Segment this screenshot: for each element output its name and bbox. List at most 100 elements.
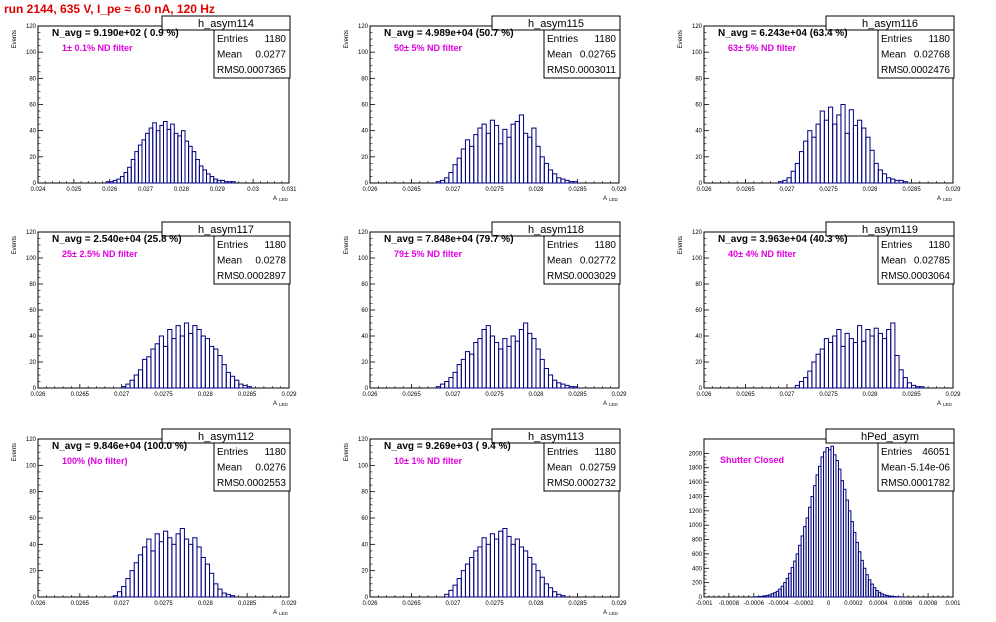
stats-value-rms: 0.0007365 [239, 65, 287, 76]
stats-label-entries: Entries [217, 34, 248, 45]
histogram-bin [213, 583, 219, 598]
histogram-bin [452, 164, 458, 184]
histogram-bin [898, 369, 904, 389]
histogram-bin [902, 377, 908, 389]
histogram-bin [195, 158, 200, 184]
histogram-bin [173, 132, 179, 184]
histogram-bin [464, 139, 471, 184]
histogram-bin [518, 546, 525, 598]
histogram-bin [539, 576, 545, 598]
x-tick-label: 0.026 [696, 187, 712, 193]
histogram-bin [200, 335, 206, 389]
stats-value-rms: 0.0002476 [903, 65, 951, 76]
stats-label-mean: Mean [217, 256, 242, 267]
histogram-bin [527, 136, 533, 184]
histogram-bin [206, 173, 211, 184]
x-tick-label: 0.0265 [402, 187, 421, 193]
y-tick-label: 80 [29, 490, 36, 496]
histogram-bin [179, 528, 185, 598]
histogram-bin [543, 368, 549, 389]
histogram-bin [890, 178, 896, 184]
histogram-bin [906, 382, 912, 389]
x-tick-label: 0.0002 [844, 601, 863, 607]
y-tick-label: 20 [695, 155, 702, 161]
x-tick-label: 0.001 [945, 601, 961, 607]
histogram-bin [919, 386, 925, 389]
stats-label-entries: Entries [547, 240, 578, 251]
histogram-bin [119, 175, 125, 184]
x-tick-label: 0.0265 [402, 392, 421, 398]
histogram-bin [502, 128, 508, 184]
histogram-bin [489, 335, 496, 389]
stats-value-mean: 0.02759 [580, 463, 617, 474]
x-tick-label: 0.029 [611, 392, 627, 398]
histogram-bin [213, 178, 218, 184]
stats-label-rms: RMS [547, 478, 570, 489]
histogram-bin [142, 546, 148, 598]
filter-note: 100% (No filter) [62, 456, 128, 466]
histogram-bin [886, 329, 892, 389]
navg-label: N_avg = 9.846e+04 (100.0 %) [52, 441, 187, 452]
y-tick-label: 200 [692, 581, 703, 587]
y-tick-label: 100 [358, 256, 369, 262]
stats-box [877, 235, 955, 285]
stats-box [213, 442, 291, 492]
histogram-bin [129, 570, 135, 598]
histogram-bin [543, 162, 549, 184]
y-axis-label: Events [678, 30, 684, 48]
histogram-bin [568, 181, 574, 184]
histogram-bin [869, 149, 875, 184]
histogram-bin [502, 338, 508, 389]
y-tick-label: 100 [692, 50, 703, 56]
y-tick-label: 40 [361, 334, 368, 340]
histogram-bin [129, 379, 135, 389]
histogram-bin [137, 554, 144, 598]
x-tick-label: 0.0285 [568, 392, 587, 398]
histogram-bin [531, 338, 537, 389]
y-tick-label: 120 [692, 24, 703, 30]
histogram-bin [209, 345, 215, 389]
filter-note: 79± 5% ND filter [394, 249, 462, 259]
histogram-bin [452, 371, 458, 389]
y-tick-label: 60 [29, 103, 36, 109]
y-axis-label: Events [12, 236, 18, 254]
x-tick-label: 0.0265 [736, 187, 755, 193]
histogram-bin [177, 135, 182, 184]
histogram-bin [514, 340, 520, 389]
histogram-bin [865, 329, 871, 389]
x-tick-label: 0.027 [445, 601, 461, 607]
histogram-bin [155, 130, 161, 184]
y-tick-label: 100 [26, 50, 37, 56]
navg-label: N_avg = 3.963e+04 (40.3 %) [718, 234, 848, 245]
y-tick-label: 60 [29, 516, 36, 522]
x-tick-label: 0.028 [528, 392, 544, 398]
histogram-bin [146, 356, 152, 389]
histogram-bin [125, 383, 131, 389]
stats-value-entries: 1180 [594, 34, 616, 45]
stats-box [213, 235, 291, 285]
histogram-panel-hPed_asym: -0.001 -0.0008 -0.0006 -0.0004 -0.0002 0 0.000… [689, 428, 961, 607]
filter-note: 25± 2.5% ND filter [62, 249, 138, 259]
x-tick-label: 0.028 [198, 601, 214, 607]
histogram-panel-h_asym118: 0.026 0.0265 0.027 0.0275 0.028 0.0285 0.029 0 2… [344, 221, 627, 407]
x-tick-label: 0.029 [281, 392, 297, 398]
stats-label-rms: RMS [881, 271, 904, 282]
histogram-bin [448, 172, 454, 184]
histogram-bin [137, 369, 144, 389]
histogram-bin [494, 538, 500, 598]
y-axis-label: Events [678, 236, 684, 254]
histogram-bin [782, 179, 788, 184]
x-axis-label-subscript: LED [943, 197, 953, 202]
stats-box [543, 29, 621, 79]
x-tick-label: 0.025 [66, 187, 82, 193]
navg-label: N_avg = 6.243e+04 (63.4 %) [718, 28, 848, 39]
histogram-bin [510, 543, 516, 598]
stats-box [877, 29, 955, 79]
x-tick-label: 0.0285 [238, 392, 257, 398]
histogram-panel-h_asym114: 0.024 0.025 0.026 0.027 0.028 0.029 0.03 0.031 0… [12, 15, 297, 202]
x-axis-label-subscript: LED [279, 611, 289, 616]
histogram-bin [109, 181, 114, 184]
histogram-bin [477, 546, 483, 598]
histogram-bin [794, 384, 800, 389]
histogram-bin [183, 538, 190, 598]
